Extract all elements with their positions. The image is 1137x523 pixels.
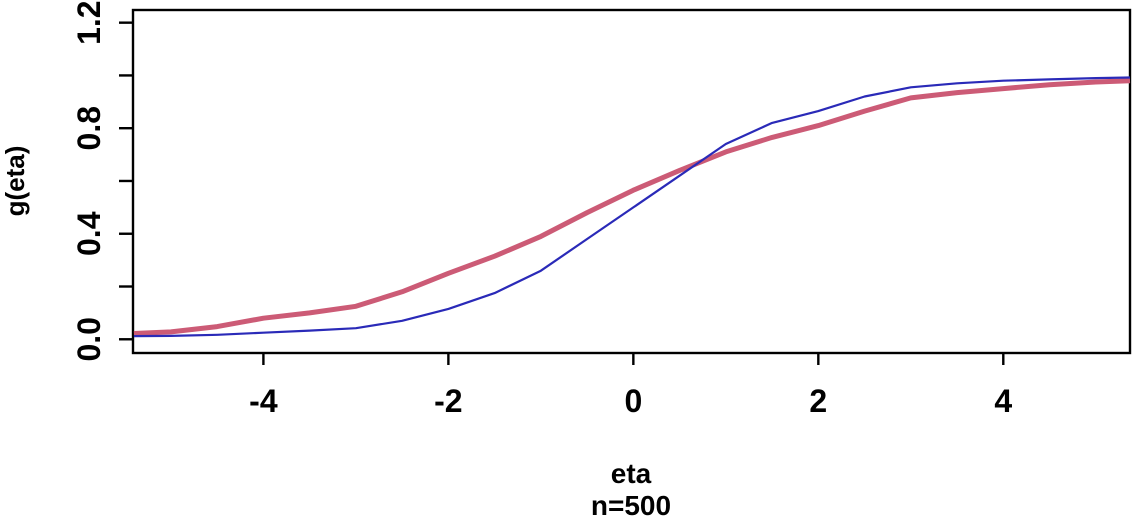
y-tick-label: 0.8 [71,106,107,150]
plot-box [131,8,1132,355]
x-axis-label: eta [611,458,652,489]
x-axis-sublabel: n=500 [591,490,671,521]
x-tick-label: -4 [249,383,278,419]
plot-generated-layer: -4 -2 0 2 4 0.0 0.4 0.8 1.2 [71,0,1132,419]
thin-blue-curve [133,76,1131,338]
thick-red-curve [133,78,1131,336]
x-tick-label: 0 [624,383,642,419]
x-tick-label: 2 [809,383,827,419]
y-tick-label: 0.4 [71,211,107,256]
y-tick-label: 0.0 [71,317,107,361]
x-tick-label: 4 [994,383,1012,419]
y-axis-label: g(eta) [0,146,30,217]
x-tick-label: -2 [434,383,462,419]
y-tick-label: 1.2 [71,0,107,44]
